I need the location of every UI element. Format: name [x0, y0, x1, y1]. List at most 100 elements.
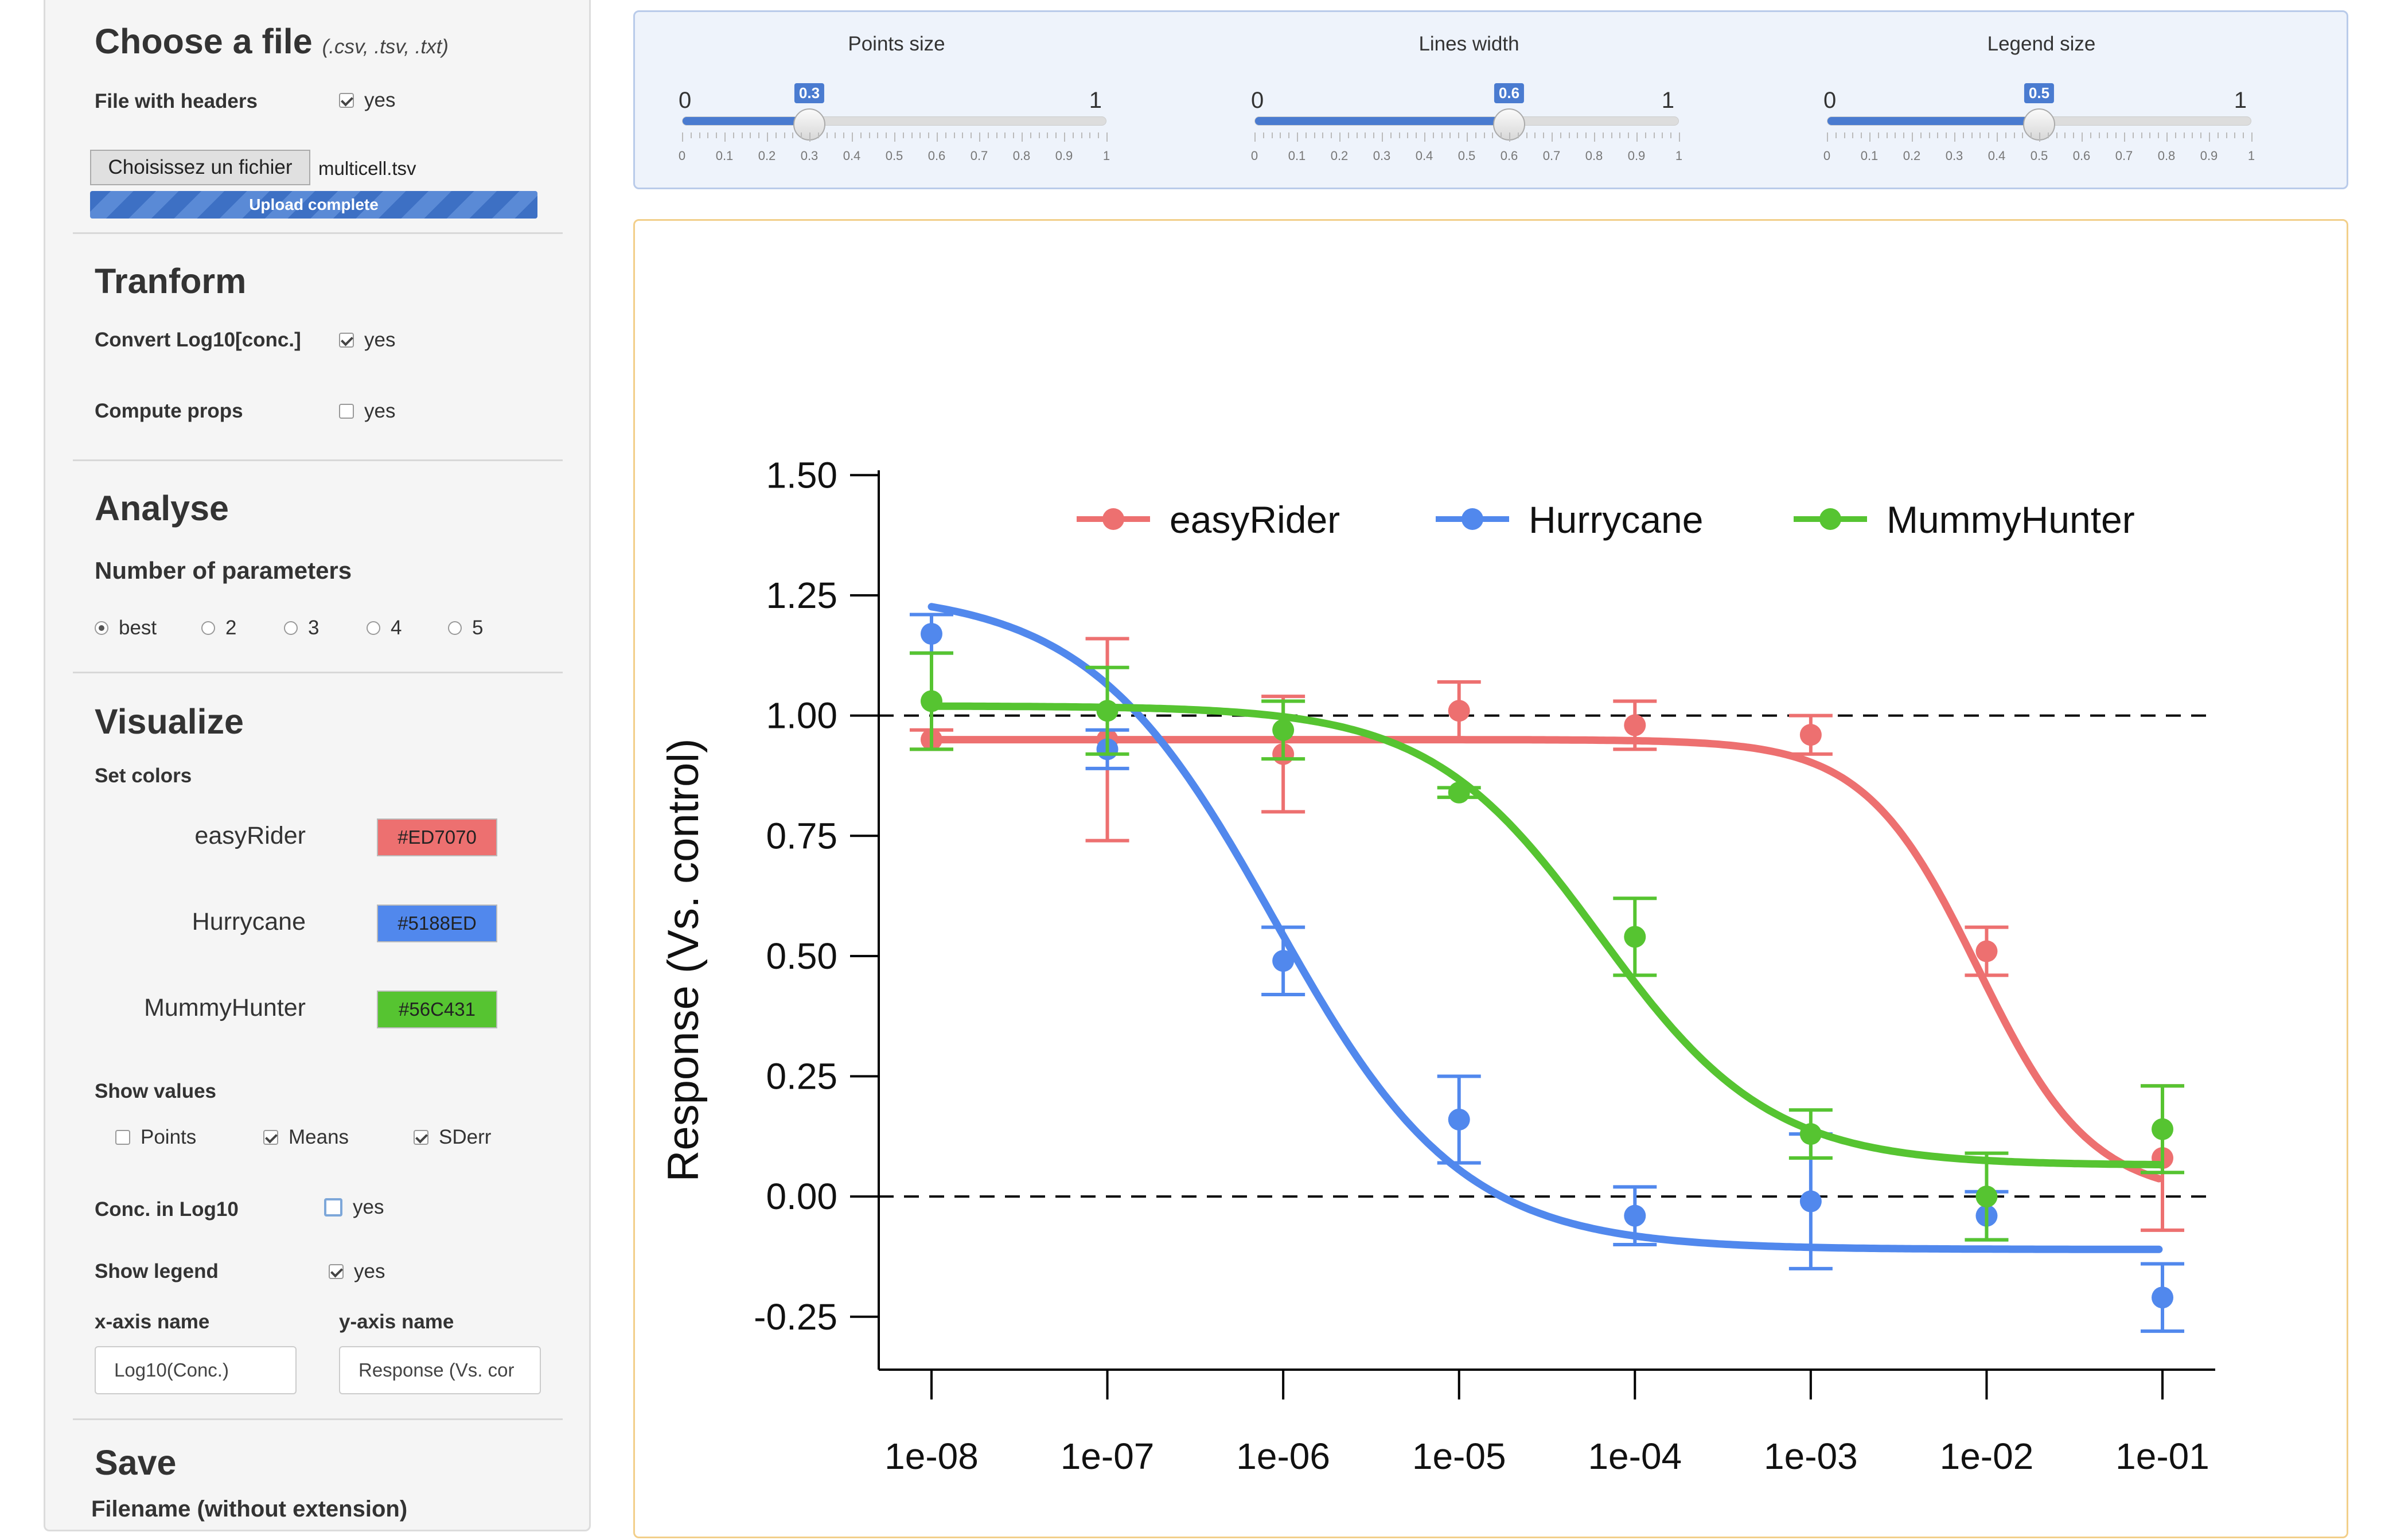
slider-tick-label: 1	[1102, 149, 1110, 163]
slider-tick	[1585, 132, 1587, 138]
slider-tick-label: 0.5	[2030, 149, 2048, 163]
file-headers-checkbox[interactable]: yes	[339, 89, 395, 112]
slider-tick	[1072, 132, 1074, 138]
save-heading: Save	[95, 1443, 177, 1482]
yaxis-name-label: y-axis name	[339, 1311, 454, 1333]
slider-max-label: 1	[1089, 88, 1102, 113]
slider-tick	[1441, 132, 1443, 138]
show-means-checkbox[interactable]: Means	[263, 1126, 349, 1149]
slider-ticks: 0 0.1 0.2 0.3 0.4 0.5 0.6 0.7 0.8 0.9 1	[1823, 132, 2255, 163]
show-sderr-label: SDerr	[439, 1126, 492, 1148]
divider	[73, 232, 563, 234]
slider-tick	[1347, 132, 1349, 138]
slider-tick	[1628, 132, 1630, 138]
nparams-radio-4[interactable]: 4	[367, 617, 402, 640]
slider-tick	[868, 132, 870, 138]
lines-width-slider[interactable]: Lines width 0 1 0.6 0 0.1 0.2 0.3 0.4 0.5 0.6 0…	[1251, 12, 1687, 184]
slider-tick-label: 0	[1823, 149, 1831, 163]
legend-label-easyrider: easyRider	[1170, 498, 1340, 541]
convert-log-checkbox[interactable]: yes	[339, 329, 395, 352]
slider-tick	[826, 132, 828, 138]
slider-tick	[1322, 132, 1324, 138]
slider-tick	[877, 132, 879, 138]
nparams-radio-2[interactable]: 2	[201, 617, 236, 640]
slider-tick	[2141, 132, 2142, 138]
nparams-radio-3[interactable]: 3	[284, 617, 319, 640]
slider-tick	[2166, 132, 2168, 142]
radio-label: 5	[472, 617, 484, 639]
slider-tick	[945, 132, 946, 138]
slider-tick-label: 0.5	[885, 149, 903, 163]
slider-tick-label: 0.2	[758, 149, 776, 163]
slider-handle[interactable]	[2023, 108, 2055, 141]
mean-point	[1448, 700, 1470, 722]
slider-tick	[1262, 132, 1264, 138]
slider-track[interactable]	[1254, 116, 1679, 126]
slider-tick	[792, 132, 794, 138]
slider-value-bubble: 0.3	[794, 83, 825, 103]
xaxis-name-input[interactable]: Log10(Conc.)	[95, 1346, 297, 1394]
slider-tick	[2005, 132, 2006, 138]
slider-tick	[809, 132, 810, 142]
slider-tick	[2234, 132, 2236, 138]
slider-tick	[1662, 132, 1663, 138]
choose-file-button[interactable]: Choisissez un fichier	[90, 150, 310, 185]
radio-icon	[448, 621, 462, 635]
slider-tick-label: 0.9	[2200, 149, 2218, 163]
show-legend-checkbox[interactable]: yes	[329, 1260, 385, 1283]
nparams-radio-best[interactable]: best	[95, 617, 157, 640]
file-headers-value: yes	[364, 89, 396, 111]
color-picker-easyrider[interactable]: #ED7070	[377, 818, 497, 856]
slider-tick	[1937, 132, 1939, 138]
yaxis-name-input[interactable]: Response (Vs. cor	[339, 1346, 541, 1394]
convert-log-label: Convert Log10[conc.]	[95, 329, 301, 351]
mean-point	[1448, 1108, 1470, 1130]
slider-tick-label: 0.7	[970, 149, 988, 163]
y-axis-title: Response (Vs. control)	[659, 739, 708, 1182]
slider-tick	[987, 132, 989, 138]
slider-tick	[1543, 132, 1545, 138]
conc-log-checkbox[interactable]: yes	[324, 1196, 384, 1219]
mean-point	[1799, 1123, 1822, 1145]
x-tick-label: 1e-08	[884, 1436, 979, 1477]
slider-tick	[1305, 132, 1307, 138]
legend-label-hurrycane: Hurrycane	[1529, 498, 1703, 541]
mean-point	[920, 623, 942, 645]
show-means-label: Means	[289, 1126, 349, 1148]
slider-tick	[699, 132, 700, 138]
slider-tick	[1475, 132, 1476, 138]
slider-tick	[1954, 132, 1955, 142]
fit-curve-mummyhunter	[927, 702, 2163, 1168]
slider-tick	[1594, 132, 1595, 142]
color-picker-mummyhunter[interactable]: #56C431	[377, 991, 497, 1028]
slider-tick	[1424, 132, 1425, 142]
legend-size-slider[interactable]: Legend size 0 1 0.5 0 0.1 0.2 0.3 0.4 0.5 0.6 0…	[1823, 12, 2259, 184]
slider-tick	[2115, 132, 2117, 138]
slider-tick-label: 0.6	[927, 149, 946, 163]
show-sderr-checkbox[interactable]: SDerr	[414, 1126, 491, 1149]
divider	[73, 672, 563, 673]
nparams-radio-5[interactable]: 5	[448, 617, 483, 640]
slider-track[interactable]	[682, 116, 1106, 126]
points-size-slider[interactable]: Points size 0 1 0.3 0 0.1 0.2 0.3 0.4 0.5 0.6 0…	[679, 12, 1114, 184]
slider-tick	[2082, 132, 2083, 142]
check-icon	[339, 333, 354, 348]
color-picker-hurrycane[interactable]: #5188ED	[377, 904, 497, 942]
choose-file-heading: Choose a file (.csv, .tsv, .txt)	[95, 21, 449, 61]
conc-log-value: yes	[353, 1196, 384, 1218]
show-points-checkbox[interactable]: Points	[115, 1126, 196, 1149]
slider-tick-label: 0.5	[1457, 149, 1476, 163]
mean-point	[920, 690, 942, 712]
choose-file-title: Choose a file	[95, 22, 313, 61]
slider-tick	[1432, 132, 1434, 138]
slider-tick-label: 0.7	[2115, 149, 2133, 163]
compute-props-checkbox[interactable]: yes	[339, 400, 395, 423]
slider-tick	[2200, 132, 2202, 138]
radio-label: 4	[391, 617, 402, 639]
slider-tick-label: 0.1	[715, 149, 734, 163]
divider	[73, 1418, 563, 1420]
legend-label-mummyhunter: MummyHunter	[1887, 498, 2135, 541]
y-tick-label: -0.25	[754, 1296, 837, 1338]
slider-tick	[1679, 132, 1680, 142]
slider-tick	[886, 132, 887, 138]
